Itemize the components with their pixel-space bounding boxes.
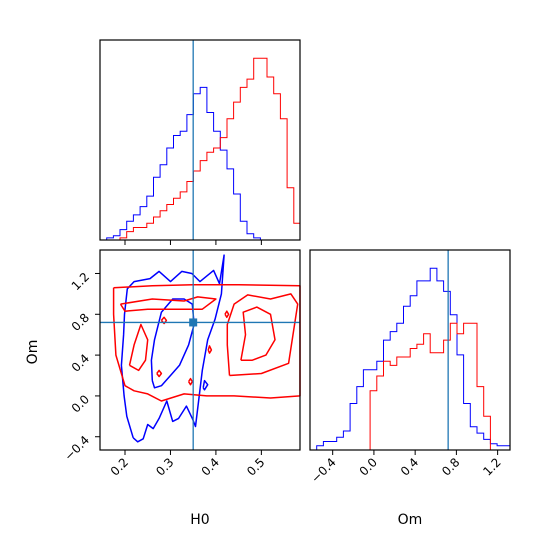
contour-plot-area xyxy=(100,250,301,450)
contour-red-3 xyxy=(240,306,276,361)
h0-histogram-panel xyxy=(99,39,301,245)
contour-blue-0 xyxy=(120,254,225,443)
contour-frame xyxy=(99,249,301,451)
contour-red-0 xyxy=(112,283,301,402)
h0-histogram-plot-area xyxy=(100,40,301,241)
y-axis-label-om: Om xyxy=(25,340,41,365)
x-tick-label: −0.4 xyxy=(308,455,339,486)
x-tick-label: 0.3 xyxy=(153,455,176,478)
y-tick-label: 0.0 xyxy=(69,392,92,415)
y-tick-label: −0.4 xyxy=(62,433,93,464)
y-tick-label: 0.8 xyxy=(69,311,92,334)
histogram-series-red-step xyxy=(100,57,301,241)
om-histogram-plot-area xyxy=(310,250,511,451)
x-tick-label: 0.0 xyxy=(357,455,380,478)
histogram-series-red-step xyxy=(310,322,511,451)
om-histogram-frame xyxy=(309,249,511,451)
h0-histogram-ticks xyxy=(124,240,262,245)
x-tick-label: 0.2 xyxy=(108,455,131,478)
x-tick-label: 0.4 xyxy=(199,455,222,478)
contour-red-1 xyxy=(119,296,217,312)
contour-red-4 xyxy=(128,323,149,372)
om-histogram-ticks: −0.4 0.0 0.4 0.8 1.2 xyxy=(308,450,504,486)
x-tick-label: 0.5 xyxy=(244,455,267,478)
histogram-series-blue-step xyxy=(310,267,511,451)
x-axis-label-om: Om xyxy=(398,512,423,528)
contour-ticks: 0.2 0.3 0.4 0.5 −0.4 0.0 0.4 0.8 1.2 xyxy=(62,270,268,479)
y-tick-label: 0.4 xyxy=(69,351,92,374)
contour-red-8 xyxy=(156,369,163,378)
h0-histogram-frame xyxy=(99,39,301,241)
contour-red-6 xyxy=(224,310,230,319)
om-histogram-panel: −0.4 0.0 0.4 0.8 1.2 Om xyxy=(308,249,511,528)
x-axis-label-h0: H0 xyxy=(190,512,209,528)
x-tick-label: 0.4 xyxy=(398,455,421,478)
contour-blue-2 xyxy=(202,379,209,391)
x-tick-label: 1.2 xyxy=(480,455,503,478)
contour-red-9 xyxy=(187,377,194,386)
truth-marker xyxy=(189,318,198,327)
contour-red-7 xyxy=(207,345,213,354)
y-tick-label: 1.2 xyxy=(69,270,92,293)
om-vs-h0-contour-panel: 0.2 0.3 0.4 0.5 −0.4 0.0 0.4 0.8 1.2 H0 Om xyxy=(25,249,301,528)
contour-red-2 xyxy=(226,293,299,377)
x-tick-label: 0.8 xyxy=(439,455,462,478)
